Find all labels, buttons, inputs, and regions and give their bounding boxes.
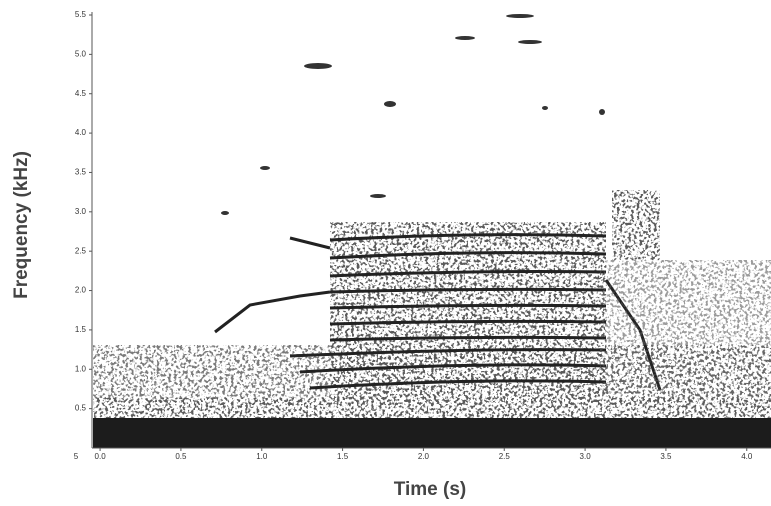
x-tick-label: 0.5 (175, 452, 187, 461)
x-axis-title: Time (s) (394, 479, 467, 500)
x-tick-label: 2.5 (499, 452, 511, 461)
x-tick-label: 2.0 (418, 452, 430, 461)
y-tick-label: 4.0 (75, 128, 87, 137)
y-tick-label: 5.5 (75, 10, 87, 19)
y-tick-label: 1.5 (75, 325, 87, 334)
y-tick-label: 2.5 (75, 246, 87, 255)
x-tick-label: 3.0 (580, 452, 592, 461)
x-tick-label: 1.0 (256, 452, 268, 461)
x-tick-label: 4.0 (741, 452, 753, 461)
y-tick-label: 0.5 (75, 404, 87, 413)
x-tick-label: 1.5 (337, 452, 349, 461)
spectrogram-image (93, 14, 771, 448)
y-tick-label: 3.0 (75, 207, 87, 216)
y-tick-label: 1.0 (75, 364, 87, 373)
origin-label: 5 (74, 452, 79, 461)
y-tick-label: 4.5 (75, 89, 87, 98)
y-tick-label: 2.0 (75, 286, 87, 295)
x-tick-label: 0.0 (95, 452, 107, 461)
y-tick-label: 3.5 (75, 168, 87, 177)
x-tick-label: 3.5 (660, 452, 672, 461)
y-axis-title: Frequency (kHz) (11, 151, 32, 299)
y-tick-label: 5.0 (75, 49, 87, 58)
